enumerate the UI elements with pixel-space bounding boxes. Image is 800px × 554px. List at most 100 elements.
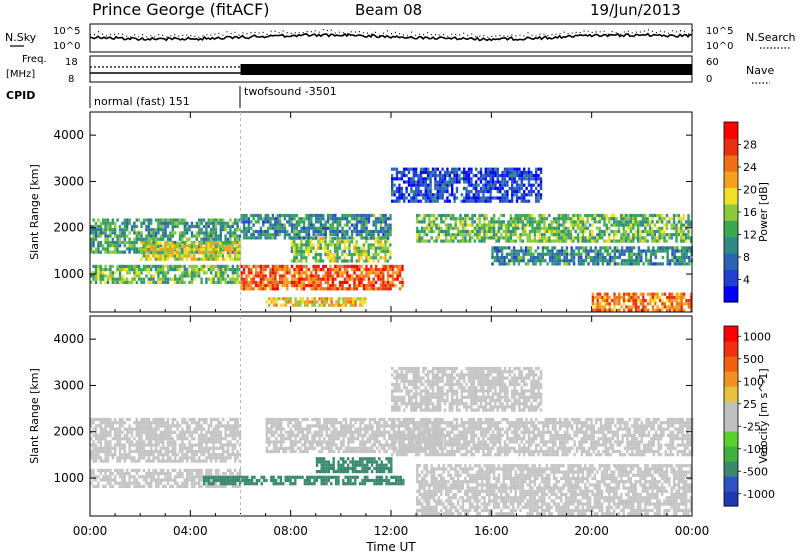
nave-right-top-tick: 60 [706,57,719,68]
echo-cell [325,297,328,301]
echo-cell [348,253,351,257]
echo-cell [393,193,396,197]
echo-cell [92,440,95,444]
echo-cell [198,472,201,476]
echo-cell [247,287,251,291]
echo-cell [515,259,518,263]
echo-cell [553,255,557,260]
echo-cell [519,217,522,221]
echo-cell [678,249,681,253]
echo-cell [495,220,498,224]
echo-cell [506,167,509,171]
echo-cell [632,305,635,309]
echo-cell [491,262,494,266]
echo-cell [415,180,418,184]
echo-cell [417,183,420,187]
echo-cell [154,248,157,252]
echo-cell [651,239,654,243]
echo-cell [668,292,671,296]
echo-cell [425,239,429,243]
echo-cell [425,226,429,230]
echo-cell [666,299,669,303]
echo-cell [470,190,473,194]
echo-cell [121,484,124,488]
echo-cell [458,177,461,181]
echo-cell [560,217,563,221]
echo-cell [152,274,155,278]
echo-cell [118,484,122,488]
echo-cell [407,177,411,181]
echo-cell [487,170,490,174]
echo-cell [527,252,530,256]
echo-cell [649,249,653,253]
echo-cell [217,430,220,434]
echo-cell [419,190,423,194]
echo-cell [513,193,516,197]
echo-cell [250,233,253,237]
echo-cell [660,213,664,218]
echo-cell [379,271,383,275]
echo-cell [217,248,220,252]
echo-cell [478,220,481,224]
echo-cell [676,246,679,250]
echo-cell [147,427,150,431]
echo-cell [222,277,225,281]
echo-cell [570,252,573,256]
echo-cell [357,256,361,260]
echo-cell [641,223,645,227]
echo-cell [513,167,516,171]
echo-cell [90,280,93,284]
echo-cell [603,213,606,218]
echo-cell [439,170,442,174]
echo-cell [688,246,691,250]
echo-cell [480,223,484,227]
echo-cell [446,180,449,184]
echo-cell [142,241,145,245]
echo-cell [488,220,491,224]
echo-cell [326,253,330,257]
echo-cell [615,302,619,306]
echo-cell [92,475,95,479]
echo-cell [391,183,394,187]
echo-cell [470,183,473,187]
echo-cell [428,229,431,234]
echo-cell [205,456,208,460]
echo-cell [424,170,427,174]
echo-cell [620,259,624,263]
echo-cell [487,180,490,184]
echo-cell [142,421,146,425]
echo-cell [135,427,138,431]
echo-cell [262,268,265,272]
echo-cell [317,277,320,281]
echo-cell [507,220,510,224]
echo-cell [382,274,385,278]
echo-cell [396,271,399,275]
echo-cell [396,274,399,278]
echo-cell [340,297,343,301]
echo-cell [666,305,669,309]
echo-cell [138,440,141,444]
echo-cell [250,277,253,281]
echo-cell [164,421,167,425]
echo-cell [484,177,487,181]
echo-cell [102,475,105,479]
echo-cell [505,252,509,256]
echo-cell [509,223,513,227]
echo-cell [162,446,165,450]
echo-cell [675,223,678,227]
echo-cell [226,446,230,450]
echo-cell [646,220,649,224]
echo-cell [452,217,455,221]
echo-cell [382,264,385,268]
echo-cell [618,295,621,299]
echo-cell [334,220,337,224]
echo-cell [99,459,102,463]
echo-cell [217,221,220,225]
echo-cell [334,213,337,218]
echo-cell [444,223,448,227]
echo-cell [114,427,117,431]
echo-cell [639,213,642,218]
echo-cell [319,287,323,291]
echo-cell [382,277,385,281]
